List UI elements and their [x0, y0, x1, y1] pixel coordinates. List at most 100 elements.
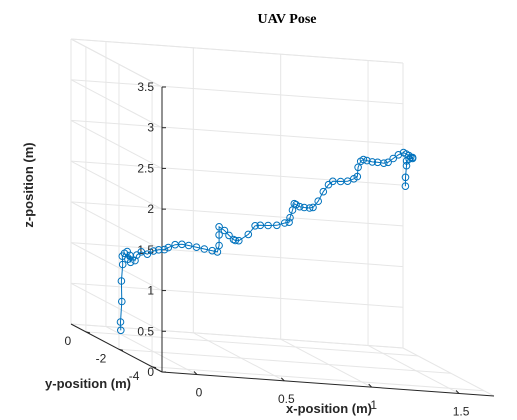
grid-line: [70, 282, 404, 308]
y-tick-mark: [151, 366, 157, 369]
box-back-edge: [70, 38, 404, 64]
trajectory-point: [215, 223, 223, 231]
trajectory-point: [280, 219, 289, 227]
box-back-edge: [70, 38, 163, 88]
y-axis-label: y-position (m): [45, 376, 131, 391]
trajectory-point: [244, 230, 253, 239]
trajectory-point: [285, 218, 293, 226]
trajectory-point: [131, 256, 139, 265]
trajectory-point: [353, 172, 362, 181]
trajectory-point: [192, 243, 201, 251]
trajectory-point: [329, 177, 337, 186]
trajectory-point: [401, 182, 410, 190]
z-tick-label: 0.5: [137, 324, 154, 338]
x-tick-label: 0: [196, 386, 203, 400]
trajectory-point: [273, 221, 281, 230]
x-tick-label: 0.5: [278, 392, 295, 406]
trajectory-point: [401, 173, 410, 182]
trajectory-point: [256, 221, 265, 230]
trajectory-point: [389, 154, 398, 163]
trajectory-point: [251, 222, 259, 230]
trajectory-point: [149, 247, 158, 255]
trajectory-point: [231, 236, 240, 245]
trajectory-point: [143, 250, 152, 258]
trajectory-point: [309, 203, 317, 212]
x-tick-mark: [193, 371, 198, 375]
trajectory-point: [359, 155, 368, 164]
z-tick-label: 1: [147, 284, 154, 298]
y-tick-label: -2: [96, 351, 107, 365]
trajectory-point: [225, 231, 233, 240]
y-tick-label: 0: [65, 334, 72, 348]
x-axis-label: x-position (m): [286, 401, 372, 416]
grid-line: [367, 345, 460, 394]
grid-line: [280, 338, 372, 388]
trajectory-point: [208, 246, 216, 255]
grid-line: [193, 332, 285, 382]
trajectory-point: [402, 161, 411, 170]
trajectory-point: [368, 158, 377, 166]
trajectory-point: [384, 158, 392, 167]
trajectory-point: [295, 202, 304, 211]
grid-line: [85, 331, 418, 357]
grid-line: [70, 119, 404, 145]
trajectory-point: [314, 197, 323, 205]
grid-line: [70, 119, 163, 169]
z-axis-label: z-position (m): [21, 142, 36, 227]
trajectory-point: [264, 221, 272, 230]
trajectory-point: [200, 245, 209, 253]
trajectory-point: [235, 236, 243, 245]
grid-line: [118, 348, 452, 374]
axes-box: [70, 86, 495, 397]
y-tick-mark: [118, 348, 124, 351]
z-tick-label: 0: [147, 365, 154, 379]
grid-line: [70, 79, 404, 105]
trajectory-point: [184, 241, 193, 250]
trajectory-point: [116, 318, 125, 326]
chart-title: UAV Pose: [258, 12, 317, 27]
trajectory-line: [119, 152, 414, 331]
trajectory-point: [363, 156, 371, 165]
trajectory-point: [123, 247, 131, 256]
z-tick-label: 3: [147, 121, 154, 135]
x-tick-label: 1: [370, 398, 377, 412]
y-tick-label: -4: [129, 369, 140, 383]
x-tick-mark: [280, 377, 285, 382]
z-tick-label: 3.5: [137, 80, 154, 94]
trajectory-point: [229, 235, 238, 244]
trajectory-point: [118, 260, 127, 269]
trajectory-point: [402, 157, 411, 165]
trajectory-point: [300, 203, 309, 212]
grid-lines: [70, 38, 495, 397]
trajectory-point: [154, 246, 163, 254]
grid-line: [70, 201, 163, 251]
grid-line: [152, 366, 485, 392]
grid-line: [70, 160, 163, 210]
trajectory-point: [215, 231, 223, 239]
trajectory-point: [286, 213, 294, 222]
grid-line: [70, 242, 404, 268]
grid-line: [70, 242, 163, 292]
box-back-edge: [402, 347, 495, 397]
z-tick-label: 2.5: [137, 161, 154, 175]
trajectory-point: [394, 151, 403, 159]
x-tick-label: 1.5: [453, 404, 470, 418]
trajectory-point: [319, 187, 328, 196]
z-tick-label: 2: [147, 202, 154, 216]
trajectory-point: [220, 226, 229, 235]
trajectory-point: [380, 159, 388, 167]
trajectory-point: [117, 277, 126, 285]
x-tick-mark: [368, 383, 373, 388]
box-back-edge: [70, 323, 404, 349]
grid-line: [70, 282, 163, 332]
trajectory-series: [116, 148, 417, 335]
grid-line: [70, 79, 163, 129]
y-tick-mark: [85, 331, 91, 334]
trajectory-point: [292, 200, 300, 209]
x-axis-line: [161, 371, 495, 397]
trajectory-point: [164, 243, 173, 252]
trajectory-point: [160, 245, 169, 254]
trajectory-point: [305, 204, 314, 212]
trajectory-point: [215, 241, 223, 250]
